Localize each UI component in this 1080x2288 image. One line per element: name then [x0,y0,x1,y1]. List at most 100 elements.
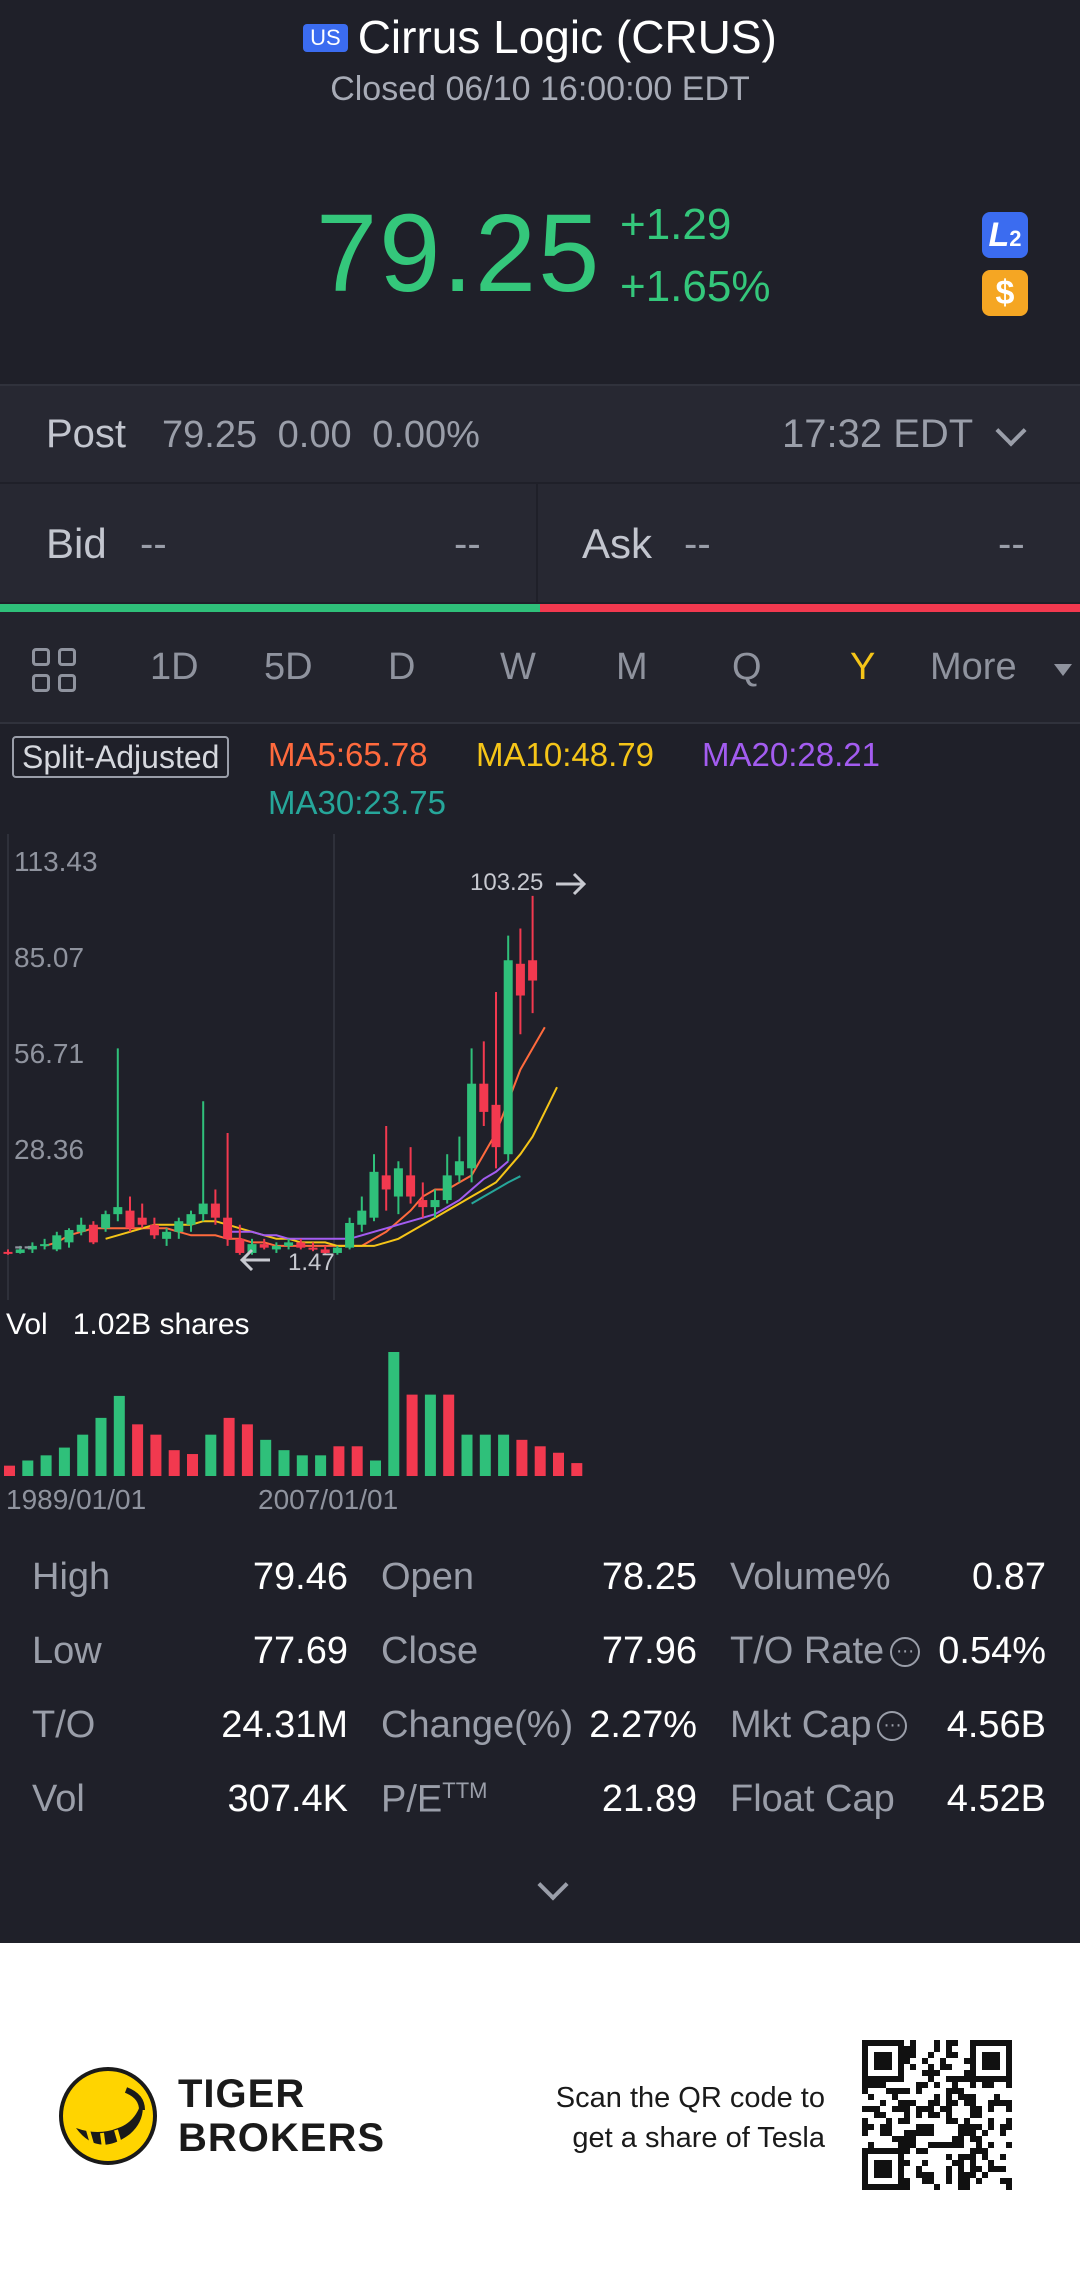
candle-body [515,963,525,996]
tab-5d[interactable]: 5D [264,646,313,688]
y-tick: 28.36 [14,1134,85,1165]
volume-bar [296,1455,308,1476]
qr-module [952,2082,958,2088]
qr-module [874,2160,880,2166]
volume-bar [479,1434,491,1476]
tab-q[interactable]: Q [732,646,762,688]
volume-bar [406,1394,418,1476]
qr-module [862,2172,868,2178]
qr-module [904,2148,910,2154]
qr-module [922,2178,928,2184]
qr-module [880,2112,886,2118]
qr-module [928,2178,934,2184]
divider [536,484,538,602]
info-icon[interactable]: ⋯ [877,1711,908,1741]
ma-line-ma30 [471,1175,521,1205]
candle-body [101,1214,111,1229]
candle-body [357,1210,367,1225]
qr-module [940,2106,946,2112]
qr-module [970,2094,976,2100]
qr-module [952,2160,958,2166]
post-price: 79.25 [162,414,258,456]
qr-module [916,2082,922,2088]
post-label: Post [46,412,127,456]
price-chart[interactable]: 103.25 1.47 [0,830,1080,1310]
qr-module [904,2142,910,2148]
qr-module [976,2148,982,2154]
qr-module [988,2166,994,2172]
stat-label-to-rate: T/O Rate ⋯ [730,1630,921,1673]
tab-d[interactable]: D [388,646,416,688]
stat-label-turnover: T/O [32,1704,96,1746]
qr-module [934,2100,940,2106]
candle-body [3,1251,13,1254]
qr-module [916,2148,922,2154]
tab-m[interactable]: M [616,646,648,688]
stat-value-vol: 307.4K [227,1778,348,1820]
qr-module [928,2070,934,2076]
qr-module [982,2052,988,2058]
post-market-row[interactable] [0,385,1080,482]
volume-bar [260,1439,272,1476]
qr-module [928,2064,934,2070]
tab-more[interactable]: More [930,646,1017,688]
volume-bar [113,1395,125,1476]
pe-superscript: TTM [442,1778,488,1803]
dollar-icon[interactable]: $ [982,270,1028,316]
qr-module [958,2178,964,2184]
stat-label-close: Close [381,1630,479,1672]
volume-bar [22,1460,34,1476]
qr-module [976,2076,982,2082]
qr-module [892,2106,898,2112]
volume-header: Vol 1.02B shares [6,1308,250,1342]
tab-y[interactable]: Y [850,646,876,688]
split-adjusted-toggle[interactable]: Split-Adjusted [12,736,230,778]
tab-w[interactable]: W [500,646,536,688]
info-icon[interactable]: ⋯ [890,1637,921,1667]
qr-module [946,2052,952,2058]
qr-module [874,2082,880,2088]
stat-label-open: Open [381,1556,474,1598]
candle-body [467,1083,477,1169]
qr-module [880,2052,886,2058]
volume-bar [58,1447,70,1476]
level2-icon[interactable]: L2 [982,212,1028,258]
candle-body [259,1244,269,1248]
high-marker-label: 103.25 [470,869,543,896]
candle-body [308,1247,318,1250]
volume-bar [333,1446,345,1476]
qr-module [970,2154,976,2160]
qr-module [898,2118,904,2124]
candle-body [332,1247,342,1253]
bid-price: -- [140,522,167,566]
qr-module [976,2112,982,2118]
layout-grid-icon[interactable] [32,648,78,694]
volume-bar [77,1434,89,1476]
candle-body [296,1242,306,1248]
qr-module [946,2106,952,2112]
qr-module [898,2058,904,2064]
stat-value-to-rate: 0.54% [938,1630,1046,1672]
qr-module [892,2184,898,2190]
qr-module [1006,2142,1012,2148]
stat-value-change-pct: 2.27% [589,1704,697,1746]
qr-module [928,2106,934,2112]
candle-body [210,1203,220,1218]
expand-chevron-icon[interactable] [537,1869,569,1901]
qr-module [964,2172,970,2178]
qr-module [898,2076,904,2082]
post-change-percent: 0.00% [372,414,480,456]
volume-chart[interactable] [0,1348,1080,1478]
ma-line-ma5 [44,1026,546,1247]
qr-module [1006,2124,1012,2130]
qr-module [886,2124,892,2130]
qr-module [886,2160,892,2166]
bid-size: -- [454,522,481,566]
stat-label-float-cap: Float Cap [730,1778,895,1820]
qr-module [916,2130,922,2136]
qr-module [958,2172,964,2178]
qr-module [934,2184,940,2190]
candle-body [442,1175,452,1201]
tab-1d[interactable]: 1D [150,646,199,688]
qr-module [904,2178,910,2184]
